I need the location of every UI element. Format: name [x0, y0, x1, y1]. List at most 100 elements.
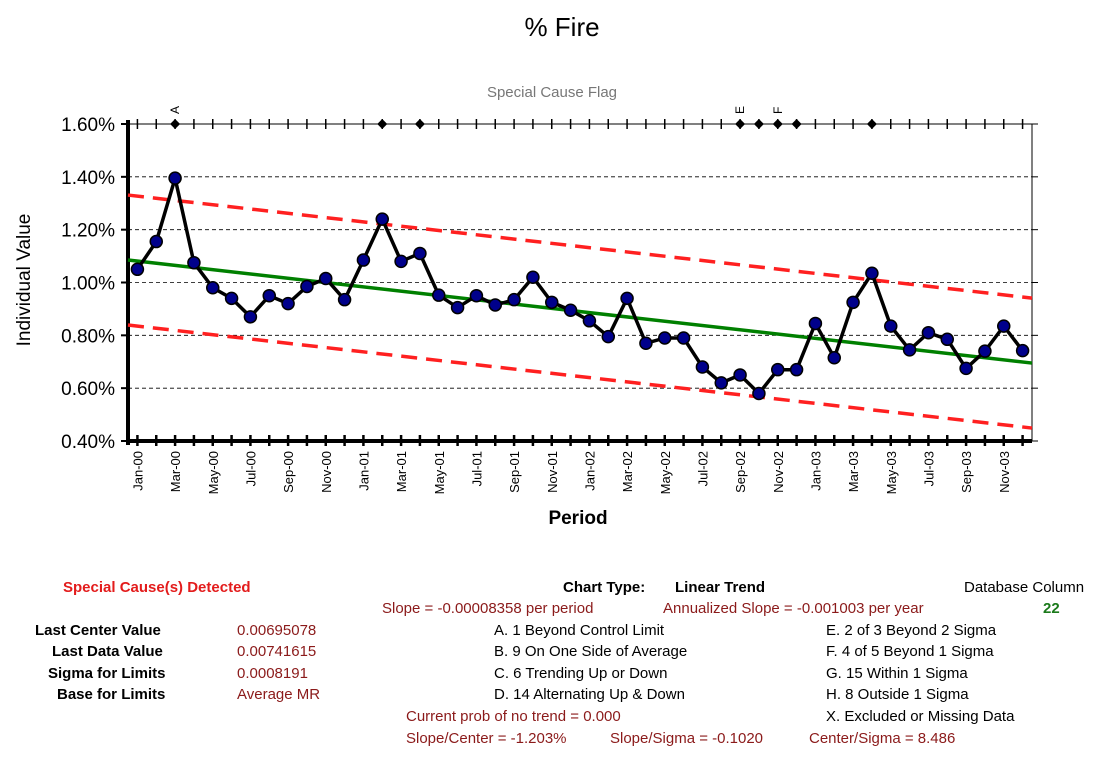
stat-value: 0.0008191	[237, 665, 308, 682]
data-point	[733, 368, 747, 382]
data-point	[714, 376, 728, 390]
data-point	[563, 303, 578, 317]
flag-marker	[772, 119, 783, 129]
data-point	[262, 288, 276, 303]
x-tick-label: May-03	[884, 451, 899, 494]
flag-marker	[377, 119, 388, 129]
chart-title: % Fire	[524, 12, 599, 42]
x-tick-label: Sep-00	[281, 451, 296, 493]
x-tick-label: Jan-00	[130, 451, 145, 491]
control-chart: % Fire Special Cause Flag Individual Val…	[14, 12, 1038, 529]
x-tick-label: Nov-01	[545, 451, 560, 493]
y-axis-label: Individual Value	[14, 214, 35, 347]
data-point	[846, 295, 860, 310]
y-tick-label: 1.00%	[61, 274, 115, 295]
chart-type-value: Linear Trend	[675, 579, 766, 596]
x-tick-label: Nov-03	[997, 451, 1012, 493]
rule-item: D. 14 Alternating Up & Down	[494, 686, 685, 703]
x-tick-label: May-01	[432, 451, 447, 494]
data-point	[582, 314, 597, 328]
annualized-slope-text: Annualized Slope = -0.001003 per year	[663, 600, 924, 617]
x-tick-label: May-02	[658, 451, 673, 494]
data-point	[639, 336, 653, 351]
data-point	[394, 254, 408, 269]
x-tick-label: Mar-03	[846, 451, 861, 492]
y-tick-label: 0.60%	[61, 379, 115, 400]
flag-label: E	[733, 106, 747, 114]
stat-value: 0.00695078	[237, 622, 317, 639]
x-tick-label: Mar-02	[620, 451, 635, 492]
rule-item: C. 6 Trending Up or Down	[494, 665, 668, 682]
data-point	[356, 253, 371, 267]
x-tick-label: Mar-00	[168, 451, 183, 492]
rule-item: A. 1 Beyond Control Limit	[494, 622, 665, 639]
data-point	[997, 319, 1011, 333]
flag-marker	[414, 119, 425, 129]
x-tick-label: Mar-01	[394, 451, 409, 492]
series-line	[135, 171, 1024, 397]
stat-label: Base for Limits	[57, 686, 166, 703]
data-point	[130, 262, 145, 277]
rule-item: G. 15 Within 1 Sigma	[826, 665, 968, 682]
stat-label: Last Center Value	[35, 622, 161, 639]
data-point	[469, 288, 484, 303]
data-point	[450, 300, 465, 315]
data-point	[865, 266, 879, 281]
stat-label: Sigma for Limits	[48, 665, 166, 682]
data-point	[620, 291, 634, 306]
data-point	[149, 234, 163, 249]
rule-item: E. 2 of 3 Beyond 2 Sigma	[826, 622, 997, 639]
x-tick-label: Jul-01	[469, 451, 484, 486]
data-point	[187, 255, 201, 270]
data-point	[300, 279, 314, 294]
data-point	[243, 310, 258, 324]
stat-value: 0.00741615	[237, 643, 317, 660]
y-tick-label: 0.40%	[61, 432, 115, 453]
x-tick-label: Sep-01	[507, 451, 522, 493]
data-point	[413, 246, 427, 261]
data-point	[224, 291, 239, 306]
data-point	[921, 325, 936, 340]
data-point	[959, 361, 973, 376]
x-tick-label: Jul-03	[921, 451, 936, 486]
x-tick-label: Sep-02	[733, 451, 748, 493]
data-point	[319, 271, 333, 286]
x-tick-label: Nov-02	[771, 451, 786, 493]
x-axis-label: Period	[548, 508, 607, 529]
data-point	[658, 331, 672, 345]
y-tick-label: 1.40%	[61, 168, 115, 189]
stat-value: Average MR	[237, 686, 321, 703]
x-tick-label: Nov-00	[319, 451, 334, 493]
data-point	[884, 319, 898, 333]
data-point	[545, 295, 559, 310]
special-cause-detected: Special Cause(s) Detected	[63, 579, 251, 596]
flag-marker	[753, 119, 764, 129]
flag-marker	[170, 119, 181, 129]
data-point	[1015, 343, 1030, 358]
plot-area: 0.40% 0.60% 0.80% 1.00% 1.20% 1.40% 1.60% Jan-0…	[61, 106, 1038, 494]
data-point	[676, 331, 691, 345]
prob-no-trend: Current prob of no trend = 0.000	[406, 708, 621, 725]
chart-type-label: Chart Type:	[563, 579, 646, 596]
flag-label: A	[168, 106, 182, 114]
data-point	[206, 281, 220, 295]
x-tick-label: Jan-01	[356, 451, 371, 491]
stat-label: Last Data Value	[52, 643, 163, 660]
special-cause-flag-label: Special Cause Flag	[487, 84, 617, 101]
x-tick-label: May-00	[206, 451, 221, 494]
slope-text: Slope = -0.00008358 per period	[382, 600, 594, 617]
slope-sigma: Slope/Sigma = -0.1020	[610, 730, 764, 747]
data-point	[168, 171, 182, 185]
database-column-label: Database Column	[964, 579, 1085, 596]
data-point	[507, 292, 521, 307]
x-tick-label: Jul-00	[243, 451, 258, 486]
rule-item: B. 9 On One Side of Average	[494, 643, 688, 660]
data-point	[695, 360, 710, 374]
center-sigma: Center/Sigma = 8.486	[809, 730, 956, 747]
rule-item: F. 4 of 5 Beyond 1 Sigma	[826, 643, 994, 660]
rule-item: H. 8 Outside 1 Sigma	[826, 686, 969, 703]
x-tick-label: Jan-02	[582, 451, 597, 491]
x-tick-label: Jul-02	[695, 451, 710, 486]
x-tick-label: Jan-03	[808, 451, 823, 491]
data-point	[432, 288, 446, 302]
